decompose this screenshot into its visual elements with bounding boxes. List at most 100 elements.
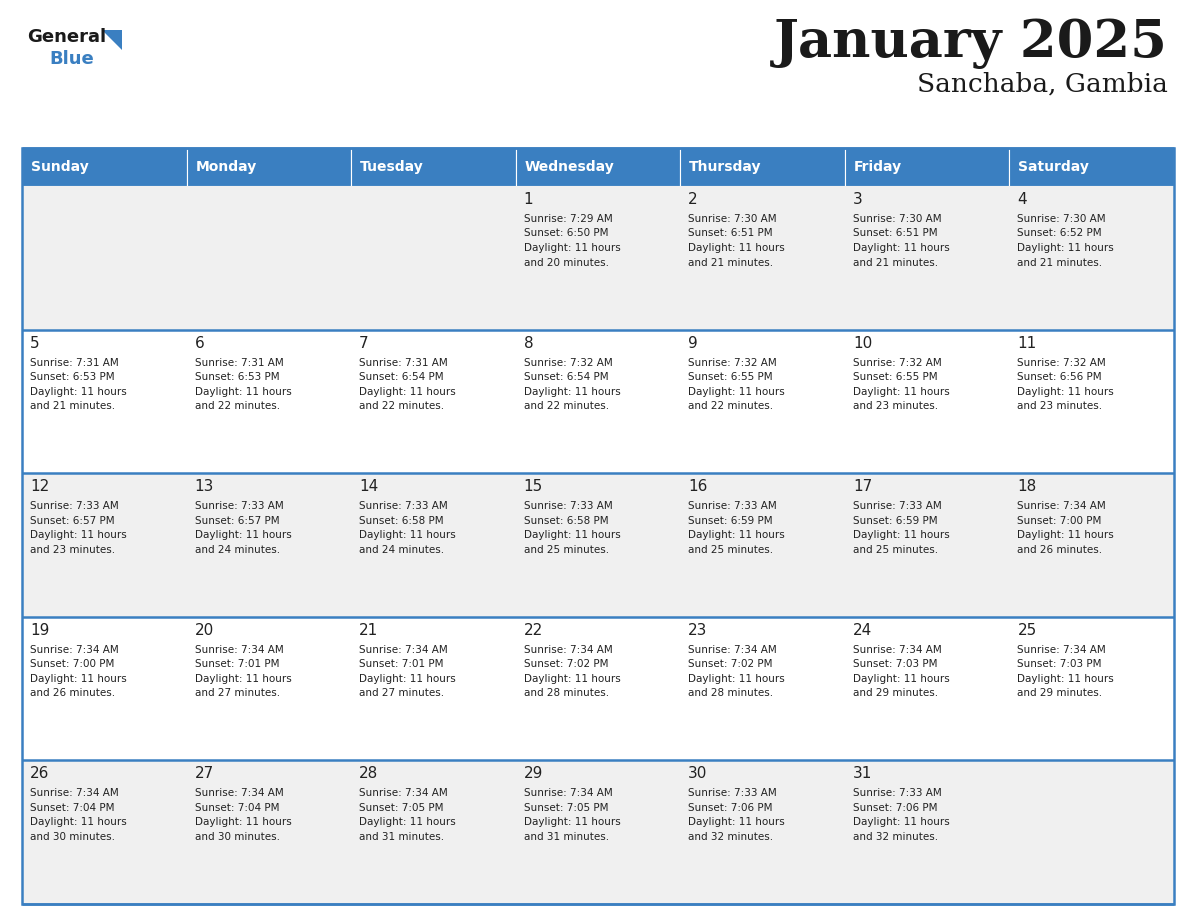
- Text: Sunset: 6:59 PM: Sunset: 6:59 PM: [688, 516, 773, 526]
- Text: Daylight: 11 hours: Daylight: 11 hours: [1017, 243, 1114, 253]
- Text: Sunrise: 7:34 AM: Sunrise: 7:34 AM: [359, 789, 448, 799]
- Text: and 29 minutes.: and 29 minutes.: [853, 688, 939, 699]
- Text: and 32 minutes.: and 32 minutes.: [853, 832, 939, 842]
- Text: Sunset: 6:57 PM: Sunset: 6:57 PM: [195, 516, 279, 526]
- Text: 25: 25: [1017, 622, 1037, 638]
- Text: 9: 9: [688, 336, 699, 351]
- Text: Sanchaba, Gambia: Sanchaba, Gambia: [917, 72, 1168, 97]
- Text: Sunrise: 7:34 AM: Sunrise: 7:34 AM: [853, 644, 942, 655]
- Polygon shape: [102, 30, 122, 50]
- Text: Daylight: 11 hours: Daylight: 11 hours: [1017, 674, 1114, 684]
- Text: Sunrise: 7:33 AM: Sunrise: 7:33 AM: [853, 789, 942, 799]
- Bar: [681, 760, 845, 904]
- Bar: [23, 330, 187, 473]
- Text: Daylight: 11 hours: Daylight: 11 hours: [688, 386, 785, 397]
- Bar: [681, 148, 845, 186]
- Bar: [845, 617, 1010, 760]
- Text: and 21 minutes.: and 21 minutes.: [1017, 258, 1102, 267]
- Text: and 31 minutes.: and 31 minutes.: [359, 832, 444, 842]
- Text: 26: 26: [30, 767, 50, 781]
- Text: Sunset: 7:03 PM: Sunset: 7:03 PM: [1017, 659, 1102, 669]
- Bar: [845, 186, 1010, 330]
- Text: Daylight: 11 hours: Daylight: 11 hours: [853, 243, 949, 253]
- Bar: [352, 760, 516, 904]
- Text: Daylight: 11 hours: Daylight: 11 hours: [853, 386, 949, 397]
- Text: 22: 22: [524, 622, 543, 638]
- Text: 11: 11: [1017, 336, 1037, 351]
- Text: Sunset: 7:04 PM: Sunset: 7:04 PM: [30, 803, 114, 813]
- Text: Blue: Blue: [49, 50, 94, 68]
- Bar: [845, 330, 1010, 473]
- Text: Sunset: 6:55 PM: Sunset: 6:55 PM: [688, 372, 773, 382]
- Text: Monday: Monday: [196, 160, 257, 174]
- Bar: [1010, 617, 1174, 760]
- Text: Sunset: 6:57 PM: Sunset: 6:57 PM: [30, 516, 114, 526]
- Text: Sunrise: 7:34 AM: Sunrise: 7:34 AM: [1017, 501, 1106, 511]
- Text: Sunrise: 7:32 AM: Sunrise: 7:32 AM: [688, 358, 777, 367]
- Text: and 28 minutes.: and 28 minutes.: [688, 688, 773, 699]
- Text: Daylight: 11 hours: Daylight: 11 hours: [359, 386, 456, 397]
- Text: and 30 minutes.: and 30 minutes.: [195, 832, 279, 842]
- Text: Sunrise: 7:30 AM: Sunrise: 7:30 AM: [1017, 214, 1106, 224]
- Text: 16: 16: [688, 479, 708, 494]
- Text: Sunset: 7:06 PM: Sunset: 7:06 PM: [688, 803, 772, 813]
- Text: Sunset: 6:50 PM: Sunset: 6:50 PM: [524, 229, 608, 239]
- Text: Sunset: 6:51 PM: Sunset: 6:51 PM: [688, 229, 773, 239]
- Text: Sunrise: 7:34 AM: Sunrise: 7:34 AM: [524, 789, 613, 799]
- Text: Sunset: 7:00 PM: Sunset: 7:00 PM: [30, 659, 114, 669]
- Text: 1: 1: [524, 192, 533, 207]
- Bar: [681, 330, 845, 473]
- Text: 21: 21: [359, 622, 379, 638]
- Text: and 28 minutes.: and 28 minutes.: [524, 688, 608, 699]
- Text: 19: 19: [30, 622, 50, 638]
- Text: 24: 24: [853, 622, 872, 638]
- Text: Sunrise: 7:33 AM: Sunrise: 7:33 AM: [359, 501, 448, 511]
- Text: and 21 minutes.: and 21 minutes.: [688, 258, 773, 267]
- Bar: [187, 186, 352, 330]
- Text: Saturday: Saturday: [1018, 160, 1089, 174]
- Bar: [1010, 473, 1174, 617]
- Text: 30: 30: [688, 767, 708, 781]
- Text: and 23 minutes.: and 23 minutes.: [30, 544, 115, 554]
- Text: and 25 minutes.: and 25 minutes.: [688, 544, 773, 554]
- Bar: [187, 330, 352, 473]
- Text: Sunset: 7:02 PM: Sunset: 7:02 PM: [524, 659, 608, 669]
- Text: and 20 minutes.: and 20 minutes.: [524, 258, 608, 267]
- Text: 28: 28: [359, 767, 379, 781]
- Bar: [516, 473, 681, 617]
- Bar: [23, 148, 187, 186]
- Text: Sunset: 7:02 PM: Sunset: 7:02 PM: [688, 659, 772, 669]
- Text: and 25 minutes.: and 25 minutes.: [853, 544, 939, 554]
- Text: Sunset: 6:51 PM: Sunset: 6:51 PM: [853, 229, 937, 239]
- Text: 31: 31: [853, 767, 872, 781]
- Text: Sunrise: 7:30 AM: Sunrise: 7:30 AM: [688, 214, 777, 224]
- Bar: [516, 330, 681, 473]
- Text: Daylight: 11 hours: Daylight: 11 hours: [1017, 531, 1114, 540]
- Text: Sunrise: 7:31 AM: Sunrise: 7:31 AM: [30, 358, 119, 367]
- Bar: [23, 760, 187, 904]
- Text: 18: 18: [1017, 479, 1037, 494]
- Text: Sunset: 6:58 PM: Sunset: 6:58 PM: [524, 516, 608, 526]
- Text: and 27 minutes.: and 27 minutes.: [359, 688, 444, 699]
- Text: and 24 minutes.: and 24 minutes.: [195, 544, 279, 554]
- Text: Daylight: 11 hours: Daylight: 11 hours: [688, 817, 785, 827]
- Text: 7: 7: [359, 336, 368, 351]
- Text: and 21 minutes.: and 21 minutes.: [30, 401, 115, 411]
- Text: Daylight: 11 hours: Daylight: 11 hours: [688, 531, 785, 540]
- Text: Daylight: 11 hours: Daylight: 11 hours: [195, 531, 291, 540]
- Bar: [1010, 148, 1174, 186]
- Text: and 26 minutes.: and 26 minutes.: [1017, 544, 1102, 554]
- Text: Sunrise: 7:34 AM: Sunrise: 7:34 AM: [524, 644, 613, 655]
- Text: Daylight: 11 hours: Daylight: 11 hours: [688, 674, 785, 684]
- Bar: [516, 760, 681, 904]
- Text: Sunrise: 7:32 AM: Sunrise: 7:32 AM: [1017, 358, 1106, 367]
- Text: Friday: Friday: [854, 160, 902, 174]
- Bar: [187, 617, 352, 760]
- Text: 6: 6: [195, 336, 204, 351]
- Text: Sunset: 7:05 PM: Sunset: 7:05 PM: [524, 803, 608, 813]
- Text: Sunset: 6:56 PM: Sunset: 6:56 PM: [1017, 372, 1102, 382]
- Text: Sunrise: 7:34 AM: Sunrise: 7:34 AM: [359, 644, 448, 655]
- Bar: [23, 186, 187, 330]
- Bar: [681, 186, 845, 330]
- Bar: [187, 760, 352, 904]
